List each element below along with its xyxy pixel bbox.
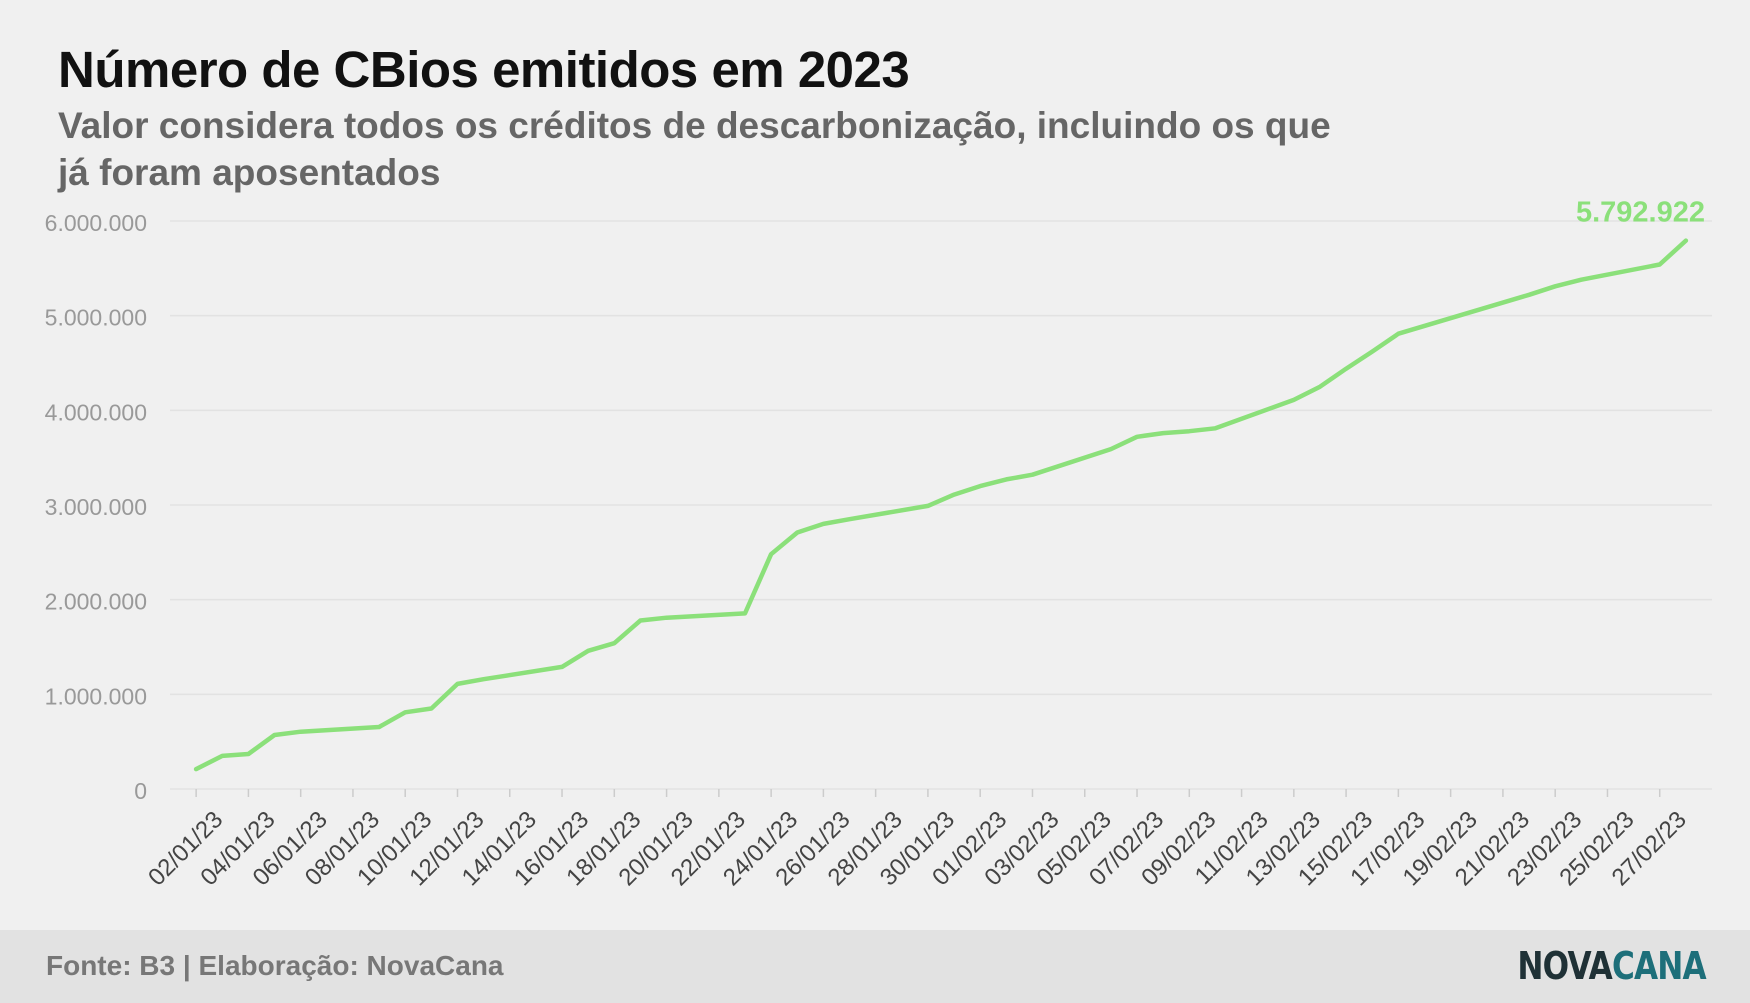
data-point-18 <box>821 522 825 526</box>
data-point-32 <box>1344 367 1348 371</box>
data-point-38 <box>1658 263 1662 266</box>
y-tick-label-1: 1.000.000 <box>45 683 147 709</box>
chart-title: Número de CBios emitidos em 2023 <box>58 41 910 98</box>
data-point-39 <box>1684 239 1688 243</box>
y-tick-label-5: 5.000.000 <box>45 305 147 331</box>
data-point-5 <box>377 725 381 729</box>
data-point-30 <box>1292 398 1296 402</box>
final-value-label: 5.792.922 <box>1576 197 1705 229</box>
logo-part-nova: NOVA <box>1517 944 1613 988</box>
data-point-36 <box>1553 284 1557 288</box>
data-point-33 <box>1370 350 1374 354</box>
data-point-26 <box>1135 435 1139 439</box>
line-chart: 0 1.000.000 2.000.000 3.000.000 4.000.000 5.0… <box>45 197 1712 891</box>
data-point-20 <box>926 504 930 508</box>
y-tick-label-2: 2.000.000 <box>45 589 147 615</box>
data-point-35 <box>1527 293 1531 297</box>
logo-part-cana: CANA <box>1612 944 1707 988</box>
data-point-23 <box>1004 477 1008 481</box>
data-point-27 <box>1161 431 1165 435</box>
data-point-1 <box>220 754 224 758</box>
footer: Fonte: B3 | Elaboração: NovaCana NOVACAN… <box>0 930 1750 1003</box>
data-point-7 <box>429 707 433 710</box>
data-point-25 <box>1109 447 1113 451</box>
data-point-15 <box>743 611 747 615</box>
data-point-37 <box>1579 278 1583 282</box>
data-point-10 <box>560 665 564 669</box>
data-point-6 <box>403 710 407 714</box>
series-line <box>193 238 1689 772</box>
data-point-0 <box>194 767 198 771</box>
data-point-9 <box>482 677 486 681</box>
data-point-19 <box>848 517 851 521</box>
y-tick-label-0: 0 <box>134 778 147 804</box>
data-point-14 <box>665 616 669 620</box>
data-point-8 <box>456 682 459 686</box>
data-point-28 <box>1187 429 1191 433</box>
data-point-16 <box>769 552 773 556</box>
data-point-12 <box>612 641 616 645</box>
data-point-13 <box>638 619 642 622</box>
data-point-22 <box>978 484 982 488</box>
data-point-31 <box>1318 385 1322 389</box>
chart-subtitle: Valor considera todos os créditos de des… <box>58 105 1331 193</box>
source-note: Fonte: B3 | Elaboração: NovaCana <box>46 950 504 981</box>
data-point-2 <box>246 752 250 756</box>
novacana-logo: NOVACANA <box>1517 944 1707 988</box>
data-point-17 <box>795 531 799 534</box>
data-point-21 <box>952 493 956 497</box>
data-point-4 <box>299 730 303 734</box>
data-point-29 <box>1213 426 1217 430</box>
data-point-24 <box>1031 473 1034 477</box>
y-tick-label-6: 6.000.000 <box>45 210 147 236</box>
data-point-34 <box>1396 332 1400 336</box>
data-point-11 <box>586 649 590 653</box>
data-point-3 <box>273 733 276 737</box>
y-tick-label-3: 3.000.000 <box>45 494 147 520</box>
y-tick-label-4: 4.000.000 <box>45 399 147 425</box>
